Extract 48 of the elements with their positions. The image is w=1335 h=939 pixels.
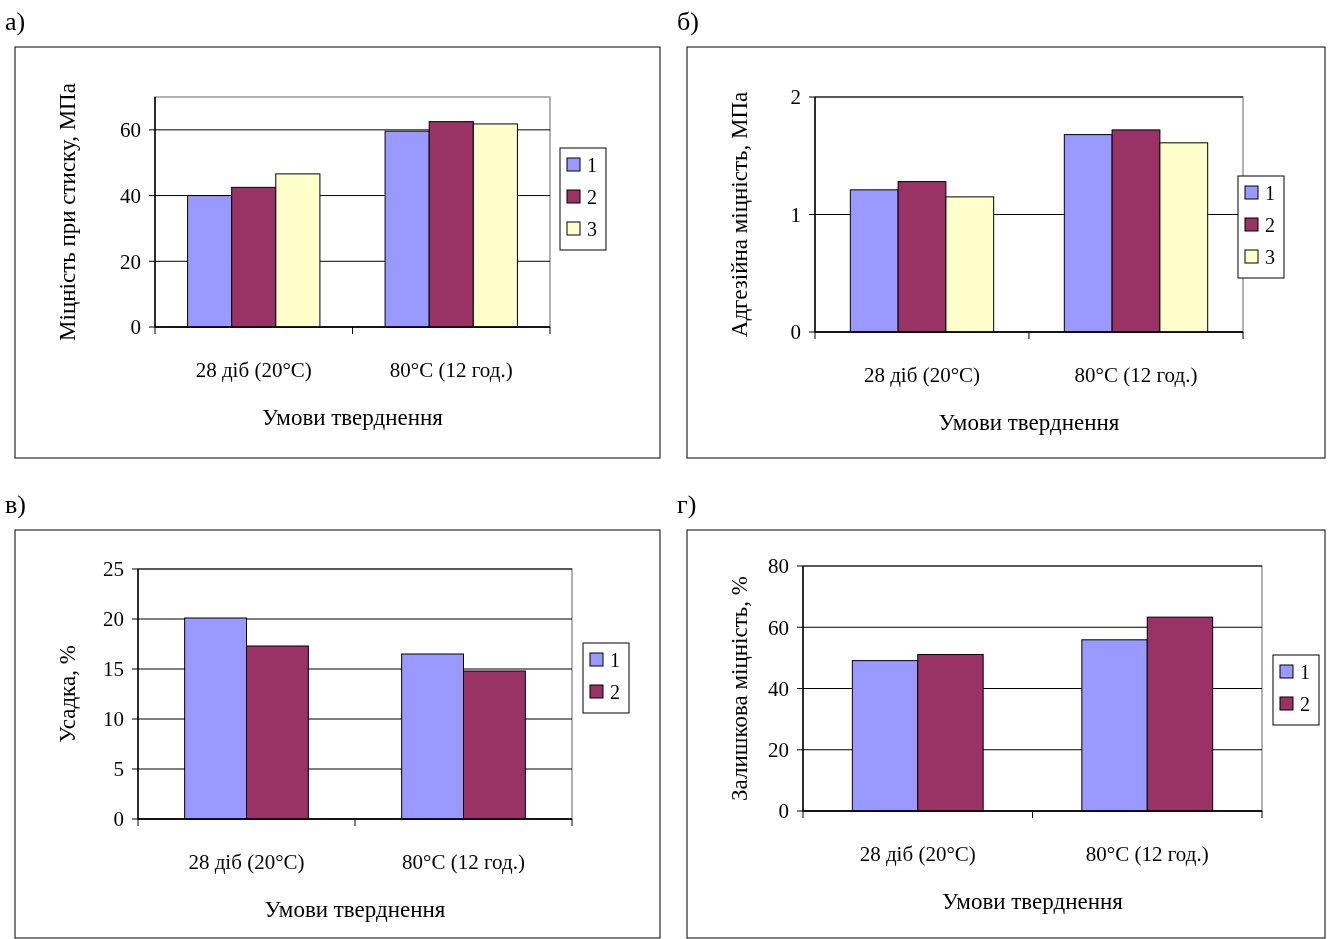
- legend-label: 1: [587, 154, 597, 176]
- y-tick-label: 20: [768, 738, 789, 763]
- y-axis-title: Міцність при стиску, МПа: [55, 83, 80, 341]
- y-tick-label: 0: [113, 807, 124, 832]
- y-tick-label: 40: [120, 183, 141, 208]
- x-axis-title: Умови тверднення: [262, 405, 444, 430]
- x-axis-title: Умови тверднення: [264, 897, 446, 922]
- x-tick-label: 80°C (12 год.): [402, 850, 525, 874]
- legend-label: 3: [587, 218, 597, 240]
- x-tick-label: 28 діб (20°C): [863, 363, 981, 387]
- y-tick-label: 0: [790, 320, 801, 345]
- y-tick-label: 20: [103, 607, 124, 632]
- x-axis-title: Умови тверднення: [938, 410, 1120, 435]
- x-tick-label: 80°C (12 год.): [1085, 842, 1209, 866]
- x-tick-label: 80°C (12 год.): [1074, 363, 1198, 387]
- y-tick-label: 25: [103, 557, 124, 582]
- chart-title: г): [677, 490, 697, 519]
- chart-title: а): [5, 7, 26, 36]
- legend-label: 2: [610, 681, 620, 703]
- y-tick-label: 60: [120, 118, 141, 143]
- legend-label: 2: [1300, 693, 1310, 715]
- legend-label: 3: [1265, 246, 1275, 268]
- y-tick-label: 1: [790, 202, 801, 227]
- y-tick-label: 5: [113, 757, 124, 782]
- y-axis-title: Усадка, %: [55, 645, 80, 743]
- x-tick-label: 28 діб (20°C): [195, 358, 312, 382]
- legend-label: 1: [1265, 182, 1275, 204]
- y-tick-label: 10: [103, 707, 124, 732]
- y-tick-label: 0: [130, 315, 141, 340]
- legend-label: 1: [1300, 661, 1310, 683]
- y-axis-title: Адгезійна міцність, МПа: [727, 91, 752, 338]
- legend-label: 2: [587, 186, 597, 208]
- x-tick-label: 80°C (12 год.): [389, 358, 513, 382]
- y-tick-label: 80: [768, 554, 789, 579]
- y-axis-title: Залишкова міцність, %: [727, 576, 752, 801]
- y-tick-label: 0: [778, 799, 789, 824]
- legend-label: 2: [1265, 214, 1275, 236]
- x-tick-label: 28 діб (20°C): [188, 850, 305, 874]
- y-tick-label: 40: [768, 676, 789, 701]
- y-tick-label: 15: [103, 657, 124, 682]
- x-tick-label: 28 діб (20°C): [859, 842, 976, 866]
- legend-label: 1: [610, 649, 620, 671]
- chart-title: б): [677, 7, 699, 36]
- y-tick-label: 20: [120, 249, 141, 274]
- y-tick-label: 60: [768, 615, 789, 640]
- chart-title: в): [5, 490, 26, 519]
- y-tick-label: 2: [790, 85, 801, 110]
- x-axis-title: Умови тверднення: [942, 889, 1124, 914]
